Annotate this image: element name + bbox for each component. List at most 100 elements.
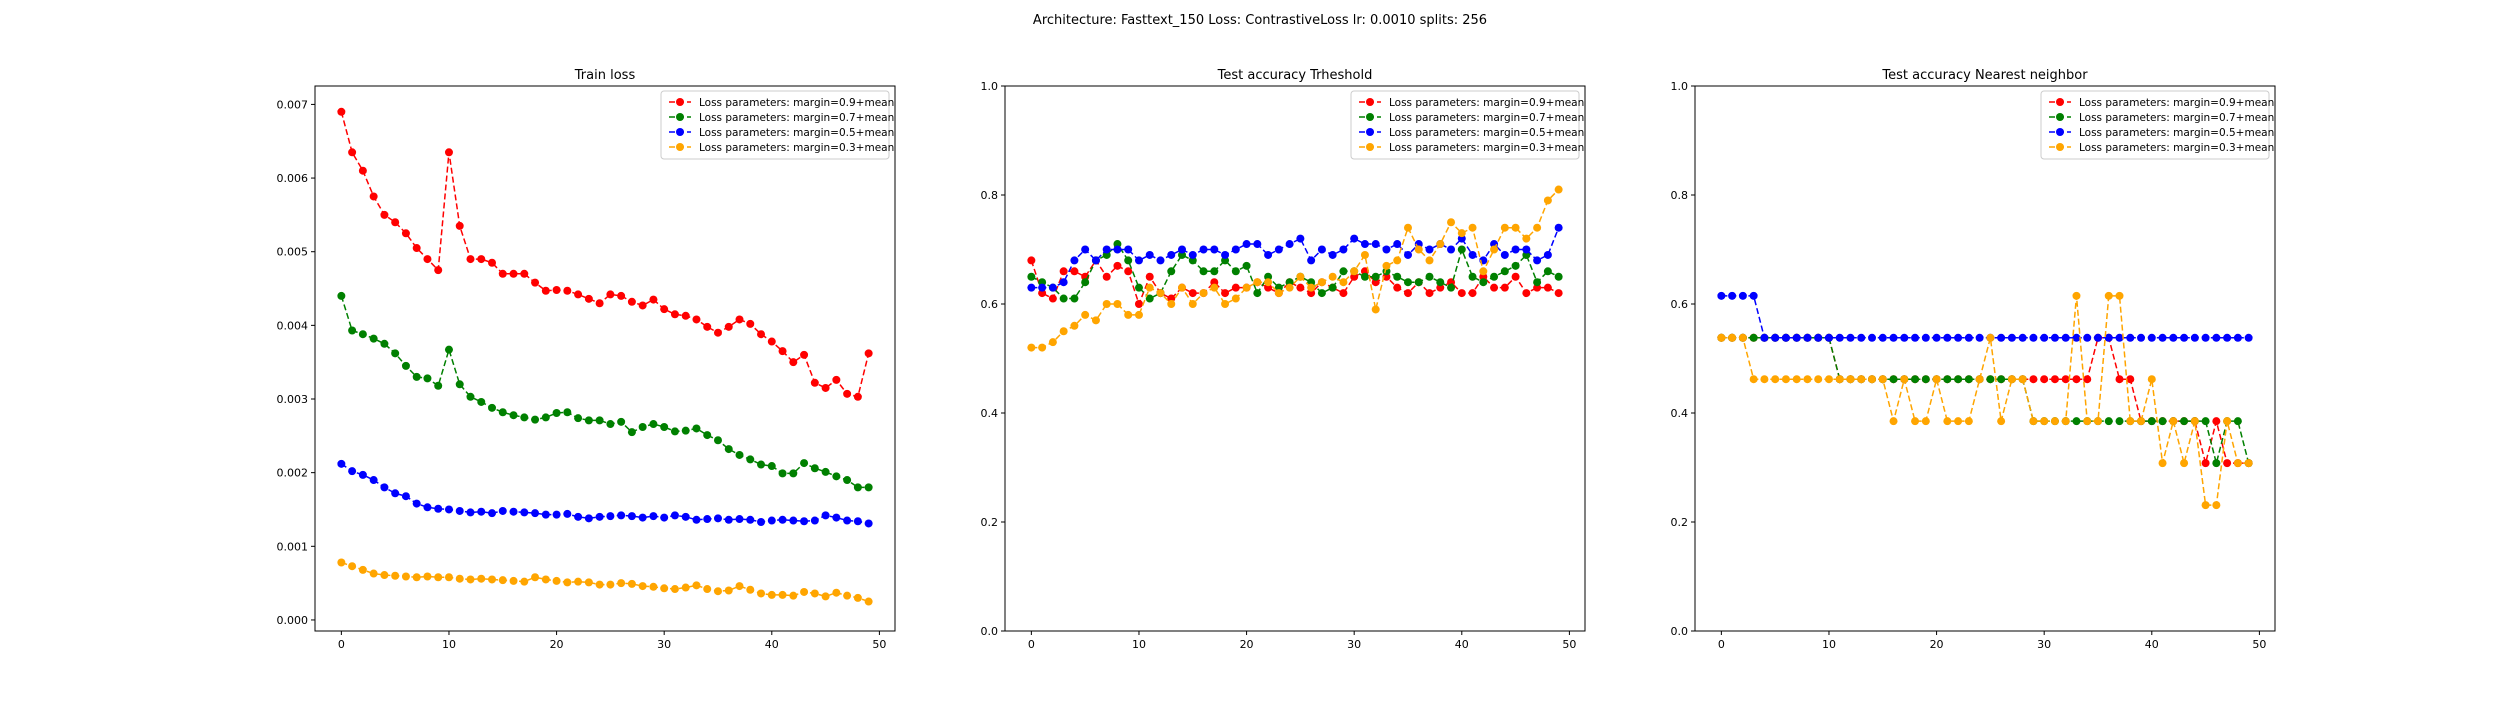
data-point (1814, 375, 1823, 384)
data-point (649, 582, 658, 591)
data-point (703, 322, 712, 331)
data-point (444, 148, 453, 157)
data-point (670, 427, 679, 436)
data-point (2201, 417, 2210, 426)
data-point (2147, 333, 2156, 342)
data-point (1554, 289, 1563, 298)
y-tick-label: 1.0 (1671, 80, 1689, 93)
data-point (2029, 333, 2038, 342)
legend-label: Loss parameters: margin=0.5+mean (699, 127, 894, 139)
data-point (800, 459, 809, 468)
figure-suptitle: Architecture: Fasttext_150 Loss: Contras… (1033, 13, 1487, 28)
data-point (531, 509, 540, 518)
data-point (1070, 294, 1079, 303)
data-point (1921, 375, 1930, 384)
data-point (2050, 417, 2059, 426)
legend-swatch-marker (2056, 98, 2064, 106)
data-point (2158, 417, 2167, 426)
data-point (1393, 240, 1402, 249)
data-point (1468, 250, 1477, 259)
data-point (724, 322, 733, 331)
data-point (1490, 245, 1499, 254)
data-point (1113, 300, 1122, 308)
data-point (1835, 333, 1844, 342)
data-point (1457, 289, 1466, 298)
data-point (1425, 289, 1434, 298)
legend-swatch-marker (676, 98, 684, 106)
data-point (531, 278, 540, 287)
data-point (778, 347, 787, 356)
data-point (1803, 375, 1812, 384)
data-point (488, 575, 497, 584)
data-point (584, 416, 593, 425)
data-point (1479, 267, 1488, 276)
data-point (746, 319, 755, 328)
data-point (1792, 333, 1801, 342)
x-tick-label: 20 (550, 638, 564, 651)
data-point (466, 508, 475, 517)
data-point (724, 445, 733, 454)
data-point (1500, 223, 1509, 232)
series-4 (1027, 185, 1563, 352)
data-point (509, 411, 518, 420)
data-point (423, 374, 432, 383)
data-point (681, 311, 690, 320)
legend-box (1350, 90, 1580, 160)
data-point (1436, 240, 1445, 249)
data-point (800, 587, 809, 596)
data-point (369, 334, 378, 343)
y-tick-label: 0.2 (981, 516, 999, 529)
data-point (1997, 417, 2006, 426)
data-point (800, 350, 809, 359)
data-point (584, 514, 593, 523)
x-tick-label: 20 (1930, 638, 1944, 651)
data-point (1188, 250, 1197, 259)
data-point (401, 492, 410, 501)
data-point (627, 512, 636, 521)
data-point (563, 509, 572, 518)
data-point (1027, 272, 1036, 281)
data-point (1124, 256, 1133, 265)
legend-swatch-marker (676, 113, 684, 121)
data-point (692, 315, 701, 324)
data-point (735, 582, 744, 591)
data-point (1749, 375, 1758, 384)
data-point (520, 413, 529, 422)
data-point (358, 565, 367, 574)
data-point (2126, 333, 2135, 342)
data-point (1943, 417, 1952, 426)
data-point (660, 513, 669, 522)
x-tick-label: 20 (1240, 638, 1254, 651)
data-point (1543, 283, 1552, 292)
data-point (1760, 333, 1769, 342)
data-point (832, 472, 841, 481)
data-point (853, 483, 862, 492)
data-point (1522, 234, 1531, 243)
chart-panel-3: Test accuracy Nearest neighbor 0 10 20 30 40 5… (1671, 68, 2276, 651)
data-point (843, 516, 852, 525)
data-point (1231, 267, 1240, 276)
data-point (477, 507, 486, 516)
data-point (1457, 245, 1466, 254)
legend-box (660, 90, 890, 160)
data-point (1986, 333, 1995, 342)
data-point (477, 255, 486, 264)
data-point (724, 515, 733, 524)
series-2 (337, 291, 873, 492)
data-point (509, 576, 518, 585)
data-point (1522, 289, 1531, 298)
data-point (2201, 333, 2210, 342)
data-point (520, 577, 529, 586)
data-point (2061, 375, 2070, 384)
data-point (1511, 261, 1520, 270)
data-point (660, 584, 669, 593)
data-point (520, 508, 529, 517)
data-point (778, 515, 787, 524)
data-point (1102, 300, 1111, 308)
data-point (1242, 283, 1251, 292)
chart-legend: Loss parameters: margin=0.9+mean Loss par… (2040, 90, 2274, 160)
data-point (703, 431, 712, 440)
data-point (1760, 375, 1769, 384)
data-point (1500, 267, 1509, 276)
legend-label: Loss parameters: margin=0.3+mean (2079, 142, 2274, 154)
